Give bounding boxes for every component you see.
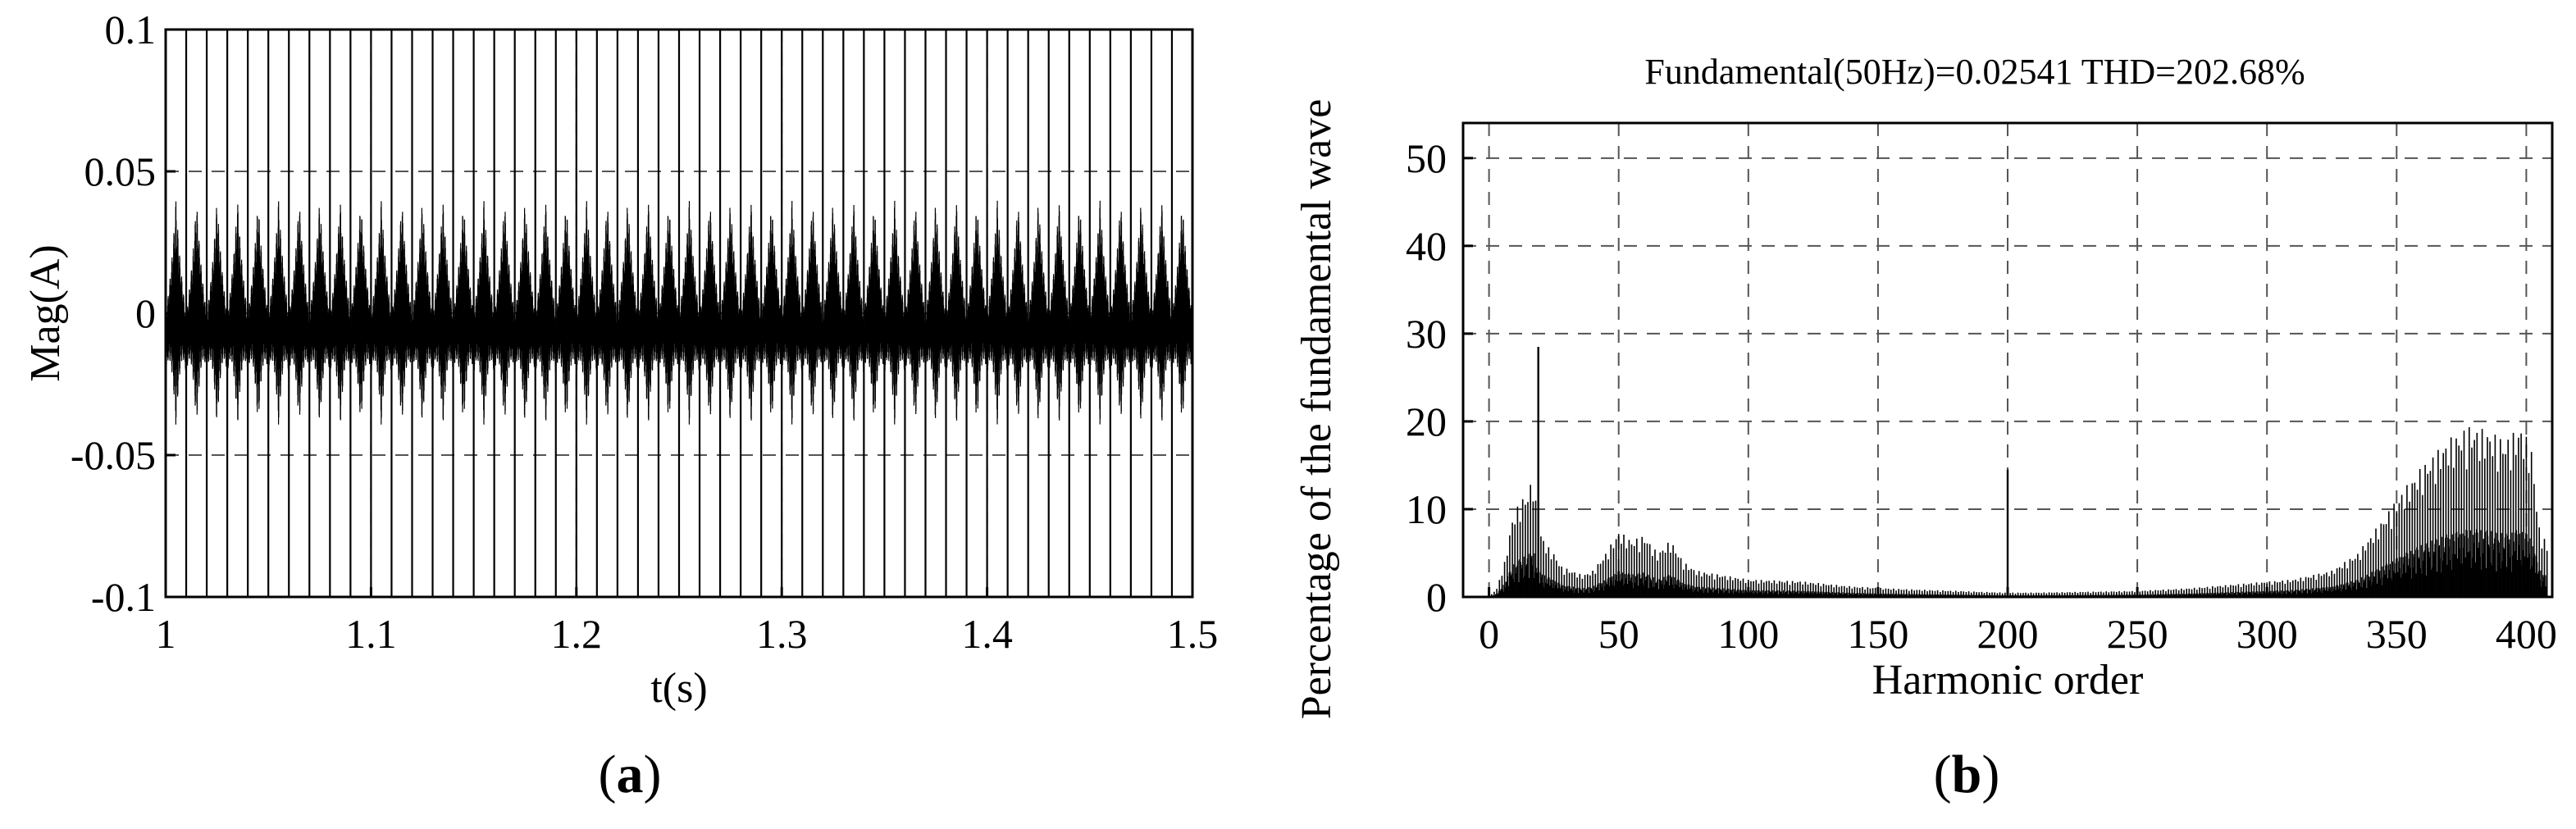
chart-b-y-tick-label: 20 (1406, 399, 1447, 444)
chart-b-title: Fundamental(50Hz)=0.02541 THD=202.68% (1644, 52, 2305, 92)
chart-b-x-tick-label: 200 (1977, 611, 2039, 657)
chart-a-x-tick-label: 1.3 (756, 611, 808, 657)
chart-a-x-tick-label: 1.2 (551, 611, 603, 657)
chart-b-y-tick-label: 40 (1406, 223, 1447, 269)
chart-b-y-axis-label: Percentage of the fundamental wave (1293, 99, 1340, 720)
chart-b: Fundamental(50Hz)=0.02541 THD=202.68% 0 5… (1293, 52, 2557, 804)
chart-b-x-tick-label: 150 (1847, 611, 1908, 657)
chart-a-y-tick-label: 0 (135, 290, 156, 336)
chart-b-bars (1489, 346, 2548, 597)
chart-a-x-tick-label: 1.1 (345, 611, 397, 657)
chart-b-y-tick-label: 50 (1406, 135, 1447, 181)
chart-b-x-axis-label: Harmonic order (1872, 657, 2144, 704)
chart-a-y-tick-label: -0.05 (71, 432, 156, 478)
chart-b-panel-label: (b) (1934, 745, 2000, 804)
chart-b-x-tick-label: 100 (1717, 611, 1779, 657)
chart-a-series (164, 30, 1194, 597)
chart-b-y-tick-label: 0 (1426, 574, 1447, 620)
chart-a-y-tick-label: 0.05 (84, 148, 157, 194)
chart-b-y-tick-label: 30 (1406, 311, 1447, 357)
chart-b-ticks: 0 50 100 150 200 250 300 350 400 0 10 20 30 40 50 (1406, 135, 2557, 657)
chart-b-x-tick-label: 50 (1598, 611, 1639, 657)
chart-a-y-tick-label: 0.1 (105, 7, 157, 52)
chart-b-y-tick-label: 10 (1406, 486, 1447, 532)
chart-b-x-tick-label: 0 (1479, 611, 1499, 657)
chart-a-ticks: 1 1.1 1.2 1.3 1.4 1.5 -0.1 -0.05 0 0.05 0.1 (71, 7, 1218, 657)
chart-a-x-tick-label: 1 (156, 611, 176, 657)
chart-a-x-tick-label: 1.4 (961, 611, 1013, 657)
chart-a-y-axis-label: Mag(A) (22, 244, 69, 382)
chart-b-x-tick-label: 350 (2366, 611, 2428, 657)
chart-b-x-tick-label: 400 (2496, 611, 2557, 657)
chart-a-x-axis-label: t(s) (650, 665, 707, 712)
chart-b-x-tick-label: 250 (2107, 611, 2168, 657)
chart-a-panel-label: (a) (599, 745, 662, 804)
chart-b-x-tick-label: 300 (2236, 611, 2298, 657)
chart-a: 1 1.1 1.2 1.3 1.4 1.5 -0.1 -0.05 0 0.05 0.1 t(s) M… (22, 7, 1218, 804)
chart-a-y-tick-label: -0.1 (91, 574, 156, 620)
chart-a-x-tick-label: 1.5 (1167, 611, 1219, 657)
